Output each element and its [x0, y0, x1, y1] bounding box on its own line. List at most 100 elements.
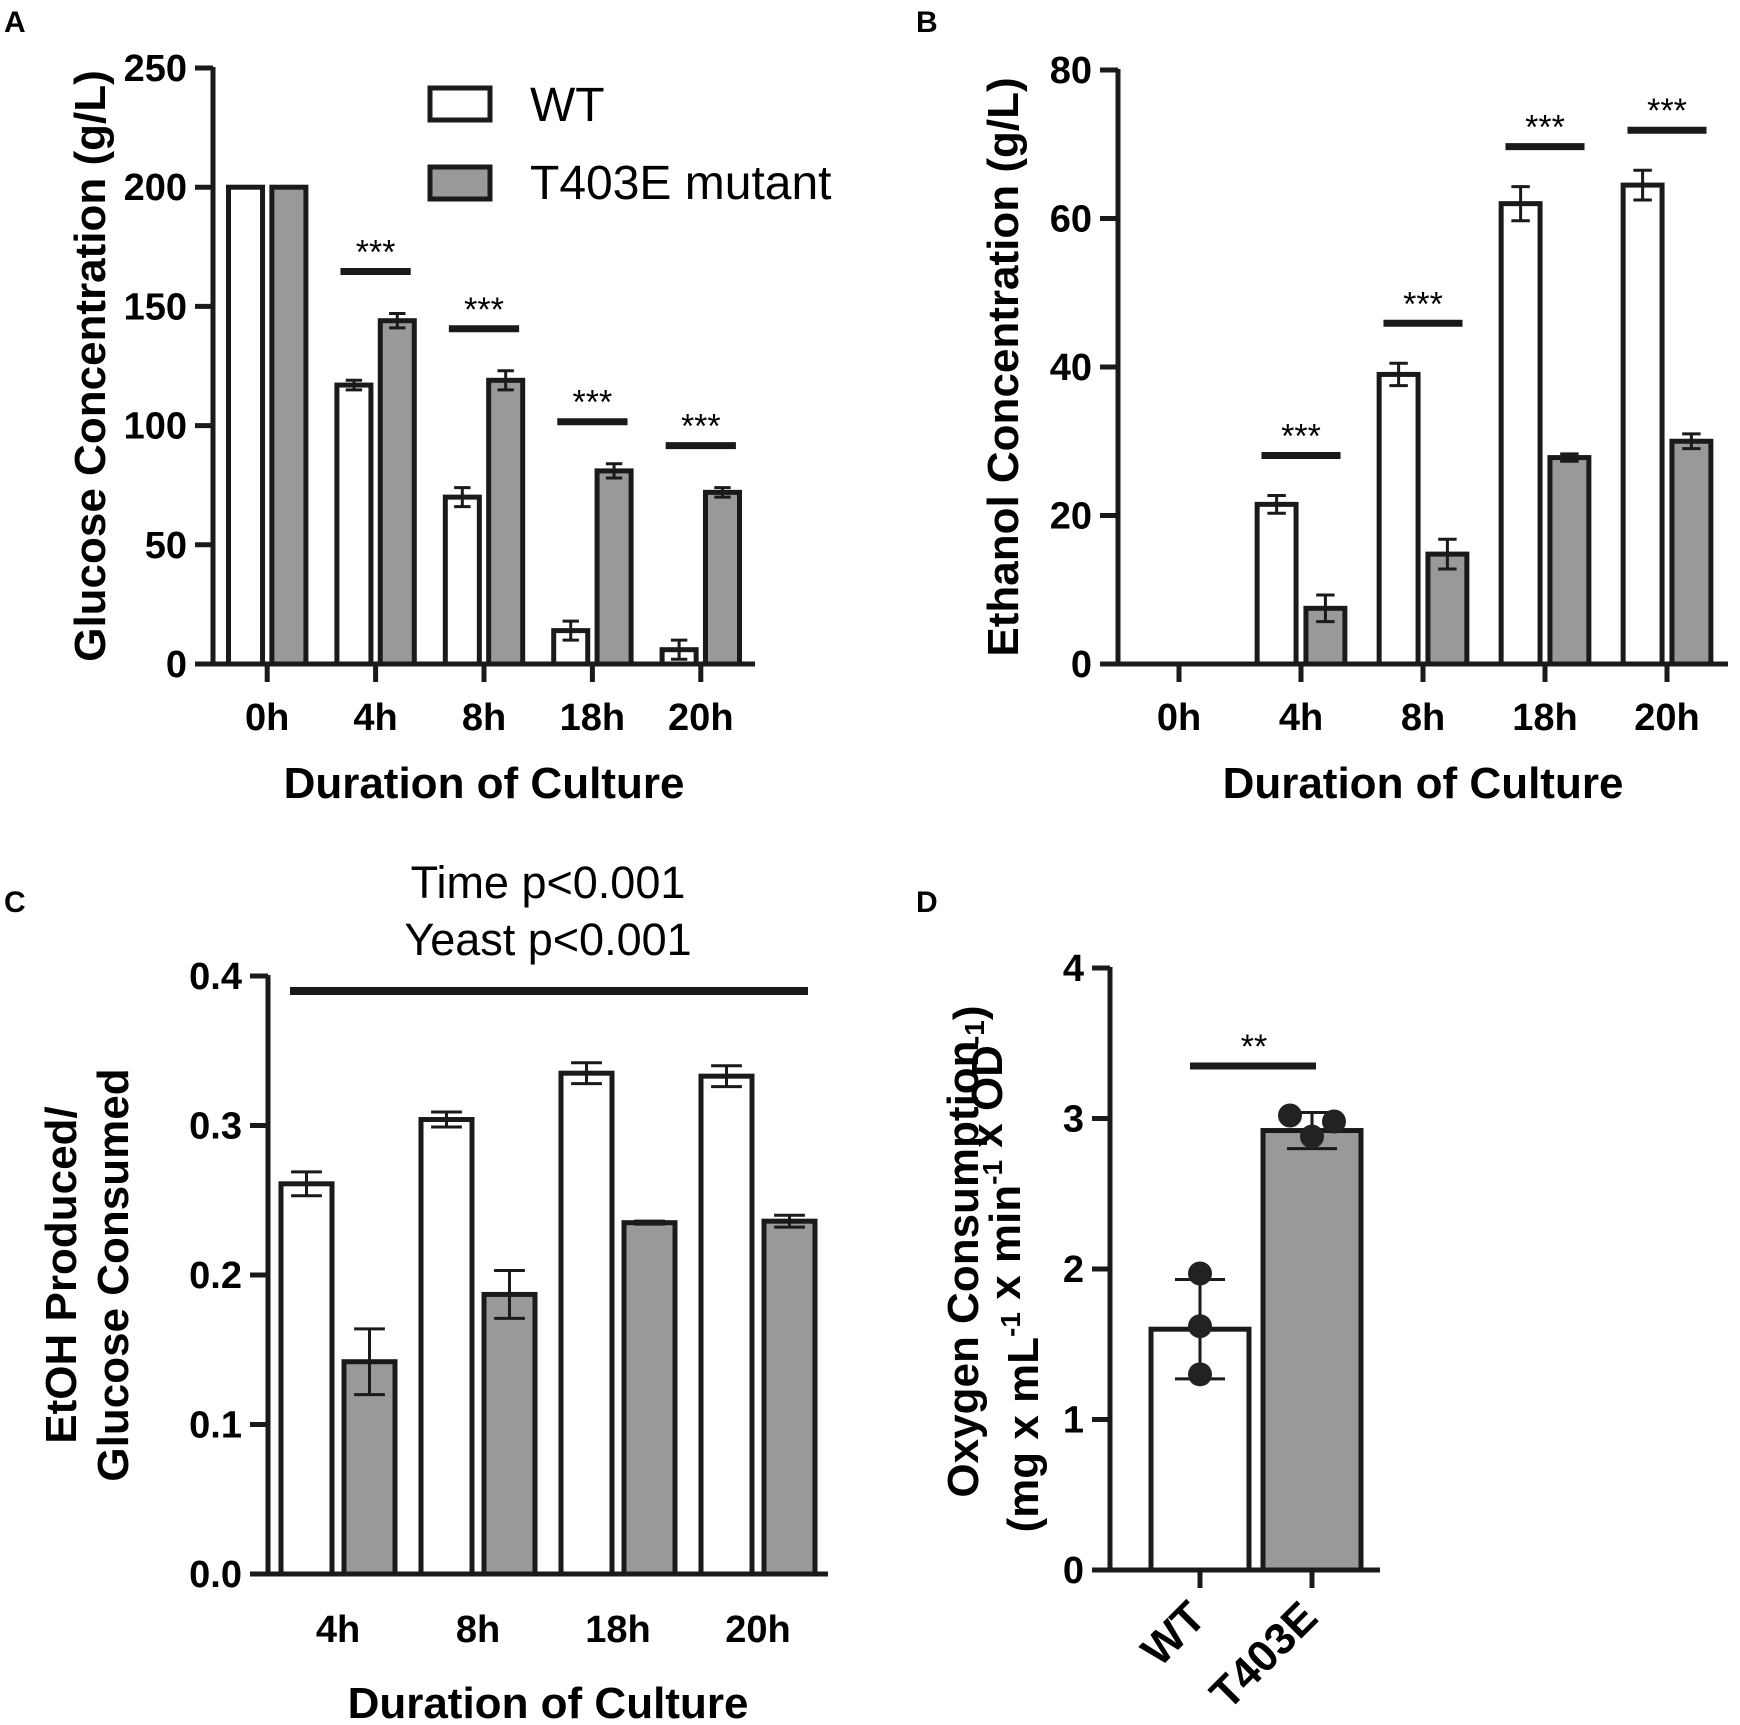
legend-mutant-swatch: [427, 164, 493, 202]
panel-c-ratio-chart: 0.0 0.1 0.2 0.3 0.4 4h 8h 18h 20h Time p<0.001 Yea…: [37, 857, 828, 1725]
y-tick-label: 200: [124, 167, 187, 209]
mutant-bar-20h: [1669, 438, 1714, 667]
wt-bar-0h: [1134, 662, 1176, 665]
y-tick-label: 0: [1071, 644, 1092, 686]
y-tick-label: 0.0: [189, 1554, 242, 1596]
x-axis-title: Duration of Culture: [348, 1679, 749, 1725]
y-axis-title-line1: EtOH Produced/: [37, 1106, 86, 1443]
mutant-bar-20h: [702, 489, 742, 667]
panel-b-ethanol-chart: 0 20 40 60 80 0h 4h 8h 18h 20h *** *** *** *** Duratio…: [979, 50, 1728, 808]
legend-wt-label: WT: [530, 79, 605, 132]
x-tick-label: 8h: [462, 697, 506, 739]
panel-label-a: A: [4, 6, 26, 39]
panel-label-d: D: [916, 886, 938, 919]
wt-bar-0h: [226, 184, 266, 667]
x-tick-label: 18h: [585, 1609, 650, 1651]
legend-wt-swatch: [427, 85, 493, 123]
x-tick-label: 20h: [725, 1609, 790, 1651]
x-tick-label: 8h: [456, 1609, 500, 1651]
wt-bar-point: [1188, 1261, 1212, 1286]
x-tick-label: 4h: [1279, 697, 1323, 739]
y-tick-label: 0: [166, 644, 187, 686]
y-axis-title-line2: (mg x mL-1 x min-1 x OD-1): [945, 1005, 1048, 1532]
significance-stars-8h: ***: [1403, 285, 1443, 323]
y-tick-label: 40: [1050, 347, 1092, 389]
wt-bar-18h: [1498, 201, 1543, 667]
y-tick-label: 80: [1050, 50, 1092, 92]
y-axis-title-line2: Glucose Consumed: [89, 1068, 138, 1481]
mutant-bar-0h: [1182, 662, 1224, 665]
significance-stars-4h: ***: [1281, 417, 1321, 455]
y-tick-label: 0.4: [189, 956, 242, 998]
mutant-bar-8h: [1425, 551, 1470, 667]
wt-bar-4h: [1254, 501, 1299, 667]
label-part: x OD: [963, 1045, 1012, 1160]
wt-bar-4h: [278, 1181, 335, 1577]
x-tick-label: 20h: [668, 697, 733, 739]
x-tick-label: 18h: [1512, 697, 1577, 739]
mutant-bar-0h: [269, 184, 309, 667]
y-tick-label: 100: [124, 406, 187, 448]
mutant-bar-18h: [1547, 455, 1592, 667]
superscript: -1: [959, 1020, 990, 1045]
mutant-bar-18h: [594, 468, 634, 667]
wt-bar-18h: [558, 1070, 615, 1577]
label-part: x min: [981, 1185, 1030, 1312]
mutant-bar-point: [1322, 1109, 1346, 1134]
wt-bar-point: [1188, 1362, 1212, 1387]
mutant-bar: [1260, 1128, 1364, 1573]
mutant-bar-point: [1278, 1103, 1302, 1128]
significance-stars-20h: ***: [681, 408, 721, 446]
panel-a-glucose-chart: 0 50 100 150 200 250 0h 4h 8h 18h 20h *** *** *** *** D…: [66, 48, 832, 808]
x-tick-label: 0h: [1157, 697, 1201, 739]
y-axis-title: Ethanol Concentration (g/L): [979, 77, 1028, 656]
wt-bar-8h: [442, 494, 482, 667]
y-tick-label: 20: [1050, 496, 1092, 538]
y-tick-label: 2: [1063, 1249, 1084, 1291]
wt-bar-20h: [1620, 182, 1665, 667]
x-tick-label: 8h: [1401, 697, 1445, 739]
y-tick-label: 60: [1050, 199, 1092, 241]
y-tick-label: 4: [1063, 948, 1084, 990]
y-tick-label: 0: [1063, 1550, 1084, 1592]
wt-bar-8h: [418, 1117, 475, 1577]
x-axis-title: Duration of Culture: [284, 759, 685, 808]
significance-stars-8h: ***: [464, 291, 504, 329]
x-tick-label: 0h: [245, 697, 289, 739]
panel-label-b: B: [916, 6, 938, 39]
superscript: -1: [995, 1312, 1026, 1337]
x-tick-label: 4h: [316, 1609, 360, 1651]
significance-stars-18h: ***: [1525, 109, 1565, 147]
annotation-time: Time p<0.001: [411, 857, 686, 908]
x-tick-label: 18h: [560, 697, 625, 739]
x-tick-label: 4h: [353, 697, 397, 739]
significance-stars-4h: ***: [356, 234, 396, 272]
legend-mutant-label: T403E mutant: [530, 157, 832, 210]
x-axis-title: Duration of Culture: [1223, 759, 1624, 808]
significance-stars-20h: ***: [1647, 92, 1687, 130]
mutant-bar-4h: [377, 318, 417, 667]
x-tick-label-WT: WT: [1132, 1592, 1215, 1675]
panel-label-c: C: [4, 886, 26, 919]
y-tick-label: 1: [1063, 1400, 1084, 1442]
wt-bar-point: [1188, 1314, 1212, 1339]
significance-stars: **: [1241, 1028, 1267, 1066]
mutant-bar-point: [1300, 1124, 1324, 1149]
wt-bar-20h: [698, 1073, 755, 1577]
mutant-bar-20h: [761, 1218, 818, 1577]
y-tick-label: 150: [124, 286, 187, 328]
y-tick-label: 250: [124, 48, 187, 90]
y-tick-label: 0.1: [189, 1405, 242, 1447]
wt-bar-4h: [334, 382, 374, 667]
superscript: -1: [977, 1160, 1008, 1185]
wt-bar-8h: [1376, 371, 1421, 667]
significance-stars-18h: ***: [573, 384, 613, 422]
annotation-yeast: Yeast p<0.001: [404, 914, 691, 965]
label-part: (mg x mL: [999, 1337, 1048, 1533]
y-tick-label: 50: [145, 525, 187, 567]
label-part: ): [945, 1005, 994, 1020]
x-tick-label-T403E: T403E: [1201, 1592, 1327, 1718]
x-tick-label: 20h: [1634, 697, 1699, 739]
